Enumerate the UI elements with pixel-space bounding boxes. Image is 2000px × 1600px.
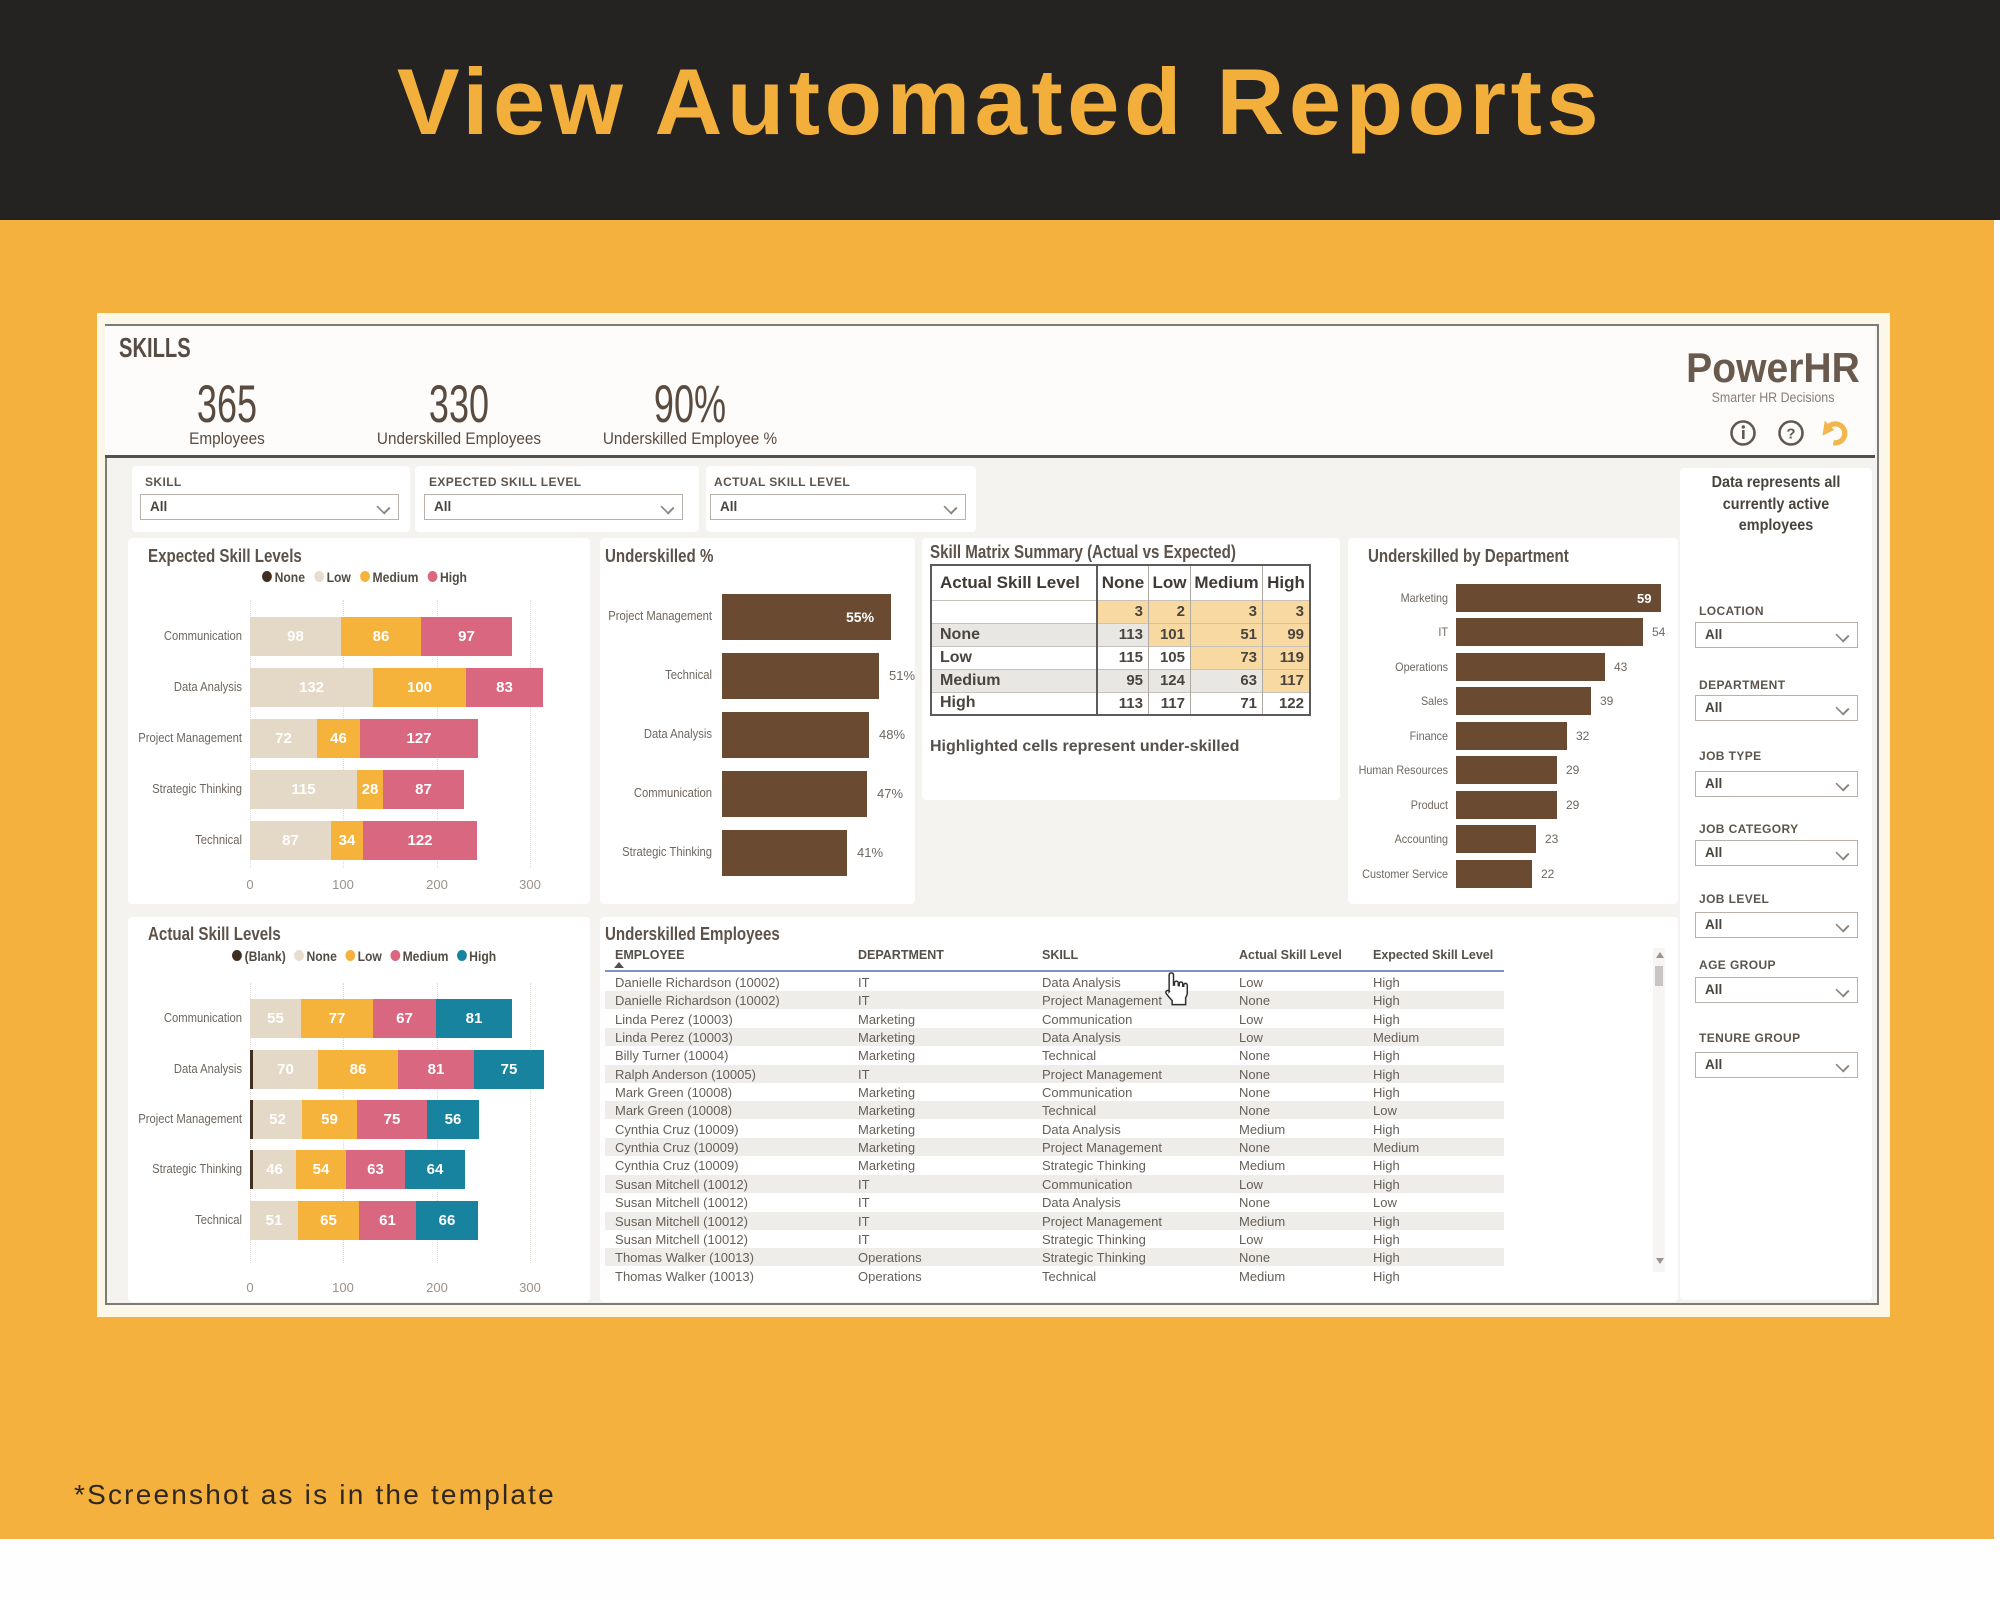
svg-text:?: ? xyxy=(1786,426,1795,443)
